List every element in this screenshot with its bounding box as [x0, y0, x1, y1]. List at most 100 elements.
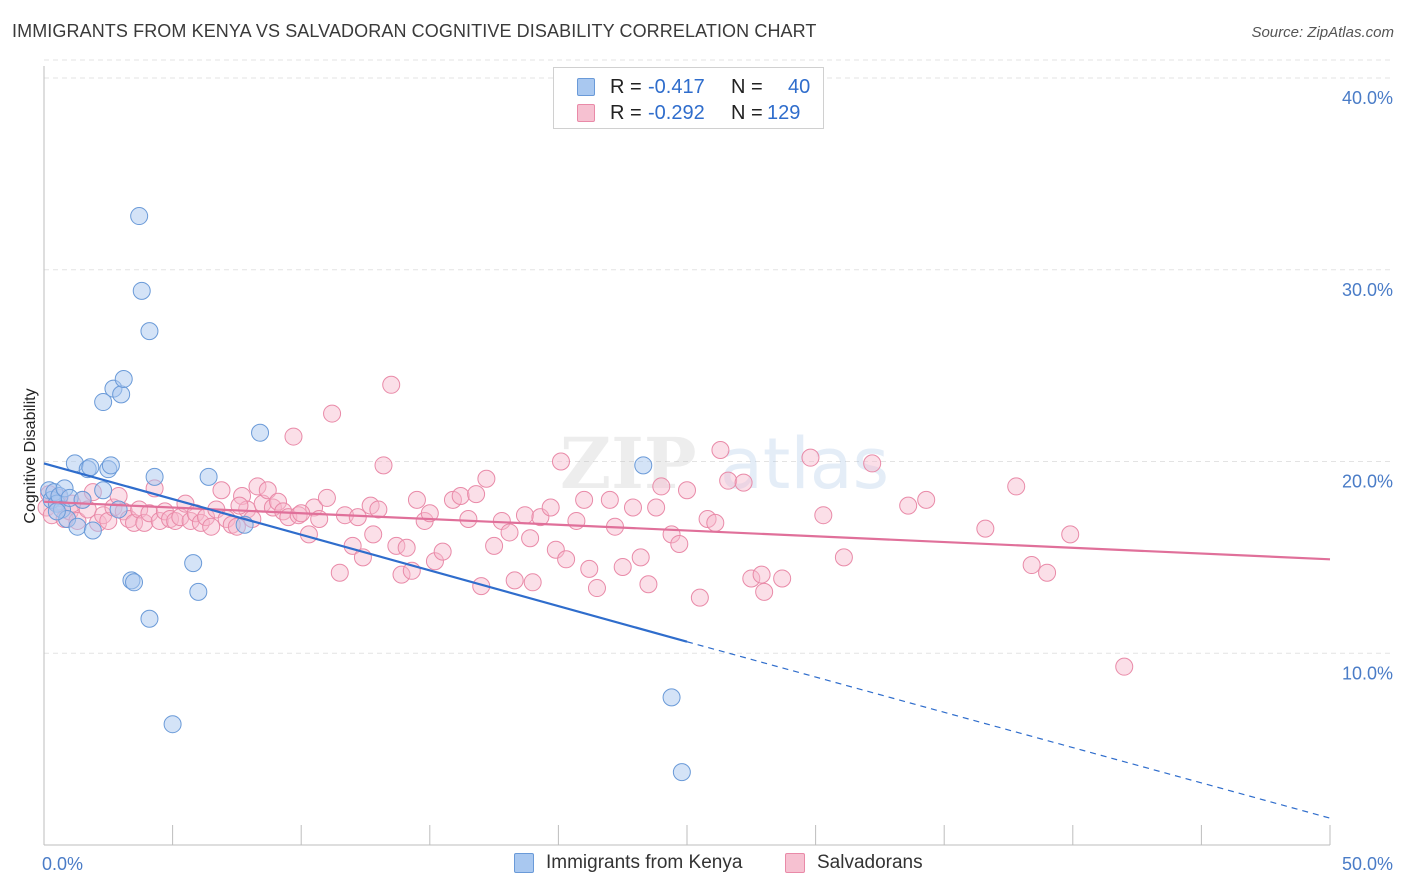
salvadorans-point: [99, 511, 118, 530]
salvadorans-point: [678, 481, 696, 500]
kenya-point: [672, 763, 691, 782]
salvadorans-point: [814, 506, 833, 525]
kenya-point: [83, 521, 102, 540]
salvadorans-point: [834, 548, 853, 567]
salvadorans-point: [1061, 525, 1080, 544]
salvadorans-point: [135, 513, 154, 532]
kenya-point: [163, 715, 182, 734]
salvadorans-point: [773, 569, 792, 588]
salvadorans-point: [505, 571, 524, 590]
salvadorans-point: [269, 492, 288, 511]
salvadorans-point: [623, 498, 642, 517]
salvadorans-point: [467, 485, 486, 504]
stats-box: R = -0.417 N = 40 R = -0.292 N = 129: [553, 67, 824, 129]
chart-title: IMMIGRANTS FROM KENYA VS SALVADORAN COGN…: [12, 21, 817, 41]
salvadorans-point: [575, 490, 594, 509]
kenya-point: [125, 573, 144, 592]
legend-swatch-kenya: [514, 853, 534, 873]
salvadorans-point: [382, 375, 401, 394]
kenya-point: [47, 502, 66, 521]
salvadorans-point: [94, 506, 113, 525]
salvadorans-point: [330, 563, 349, 582]
salvadorans-point: [711, 440, 730, 459]
salvadorans-point: [515, 506, 534, 525]
legend-label-kenya: Immigrants from Kenya: [546, 852, 743, 873]
stats-r-value: -0.292: [648, 102, 705, 124]
trend-lines: [43, 462, 1331, 819]
salvadorans-point: [752, 565, 771, 584]
kenya-point: [634, 456, 653, 475]
salvadorans-point: [459, 510, 478, 529]
kenya-point: [114, 370, 133, 389]
kenya-point: [140, 609, 159, 628]
salvadorans-point: [521, 529, 540, 548]
y-axis-label: Cognitive Disability: [22, 388, 39, 523]
y-tick-label: 10.0%: [1342, 663, 1393, 683]
kenya-trend-line: [43, 462, 688, 643]
kenya-point: [101, 456, 120, 475]
salvadorans-point: [420, 504, 439, 523]
salvadorans-point: [600, 490, 619, 509]
salvadorans-point: [1022, 556, 1041, 575]
salvadorans-point: [899, 496, 918, 515]
legend-swatch-salvadorans: [785, 853, 805, 873]
legend-item-kenya[interactable]: Immigrants from Kenya: [514, 850, 774, 878]
salvadorans-point: [451, 487, 470, 506]
salvadorans-point: [734, 473, 753, 492]
kenya-point: [199, 467, 218, 486]
salvadorans-point: [639, 575, 658, 594]
salvadorans-point: [557, 550, 576, 569]
salvadorans-point: [202, 517, 221, 536]
kenya-point: [73, 490, 92, 509]
salvadorans-point: [425, 552, 444, 571]
salvadorans-point: [647, 498, 666, 517]
salvadorans-trend-line: [43, 500, 1331, 561]
salvadorans-point: [631, 548, 650, 567]
salvadorans-point: [374, 456, 393, 475]
stats-row-kenya: R = -0.417 N = 40: [554, 74, 825, 100]
salvadorans-point: [397, 538, 416, 557]
salvadorans-point: [500, 523, 519, 542]
kenya-point: [112, 385, 131, 404]
y-tick-label: 40.0%: [1342, 88, 1393, 108]
legend-label-salvadorans: Salvadorans: [817, 852, 923, 873]
y-tick-labels: 10.0% 20.0% 30.0% 40.0%: [1342, 88, 1393, 683]
stats-r-value: -0.417: [648, 76, 705, 98]
salvadorans-point: [212, 481, 231, 500]
salvadorans-point: [580, 559, 599, 578]
salvadorans-point: [485, 536, 504, 555]
stats-r-label: R =: [610, 76, 642, 98]
kenya-point: [140, 322, 159, 341]
kenya-trend-extension: [686, 641, 1331, 819]
salvadorans-point: [317, 488, 336, 507]
kenya-point: [81, 458, 100, 477]
salvadorans-point: [976, 519, 995, 538]
kenya-point: [94, 481, 113, 500]
salvadorans-point: [407, 490, 426, 509]
salvadorans-point: [670, 534, 689, 553]
legend-item-salvadorans[interactable]: Salvadorans: [785, 850, 945, 878]
stats-n-value: 129: [767, 102, 801, 124]
salvadorans-point: [690, 588, 709, 607]
salvadorans-point: [613, 557, 632, 576]
kenya-point: [184, 554, 203, 573]
salvadorans-point: [323, 404, 342, 423]
salvadorans-point: [369, 500, 388, 519]
salvadorans-point: [587, 579, 606, 598]
x-tick-label: 50.0%: [1342, 854, 1393, 874]
x-tick-labels: 0.0% 50.0%: [42, 854, 1393, 874]
kenya-point: [145, 467, 164, 486]
kenya-point: [251, 423, 270, 442]
salvadorans-point: [191, 513, 210, 532]
salvadorans-point: [917, 490, 936, 509]
kenya-point: [130, 207, 149, 226]
stats-swatch-salvadorans: [577, 104, 595, 122]
salvadorans-point: [719, 471, 738, 490]
kenya-point: [132, 281, 151, 300]
stats-swatch-kenya: [577, 78, 595, 96]
salvadorans-point: [258, 481, 277, 500]
salvadorans-point: [742, 569, 761, 588]
salvadorans-point: [248, 477, 267, 496]
kenya-point: [189, 582, 208, 601]
salvadorans-point: [706, 513, 725, 532]
